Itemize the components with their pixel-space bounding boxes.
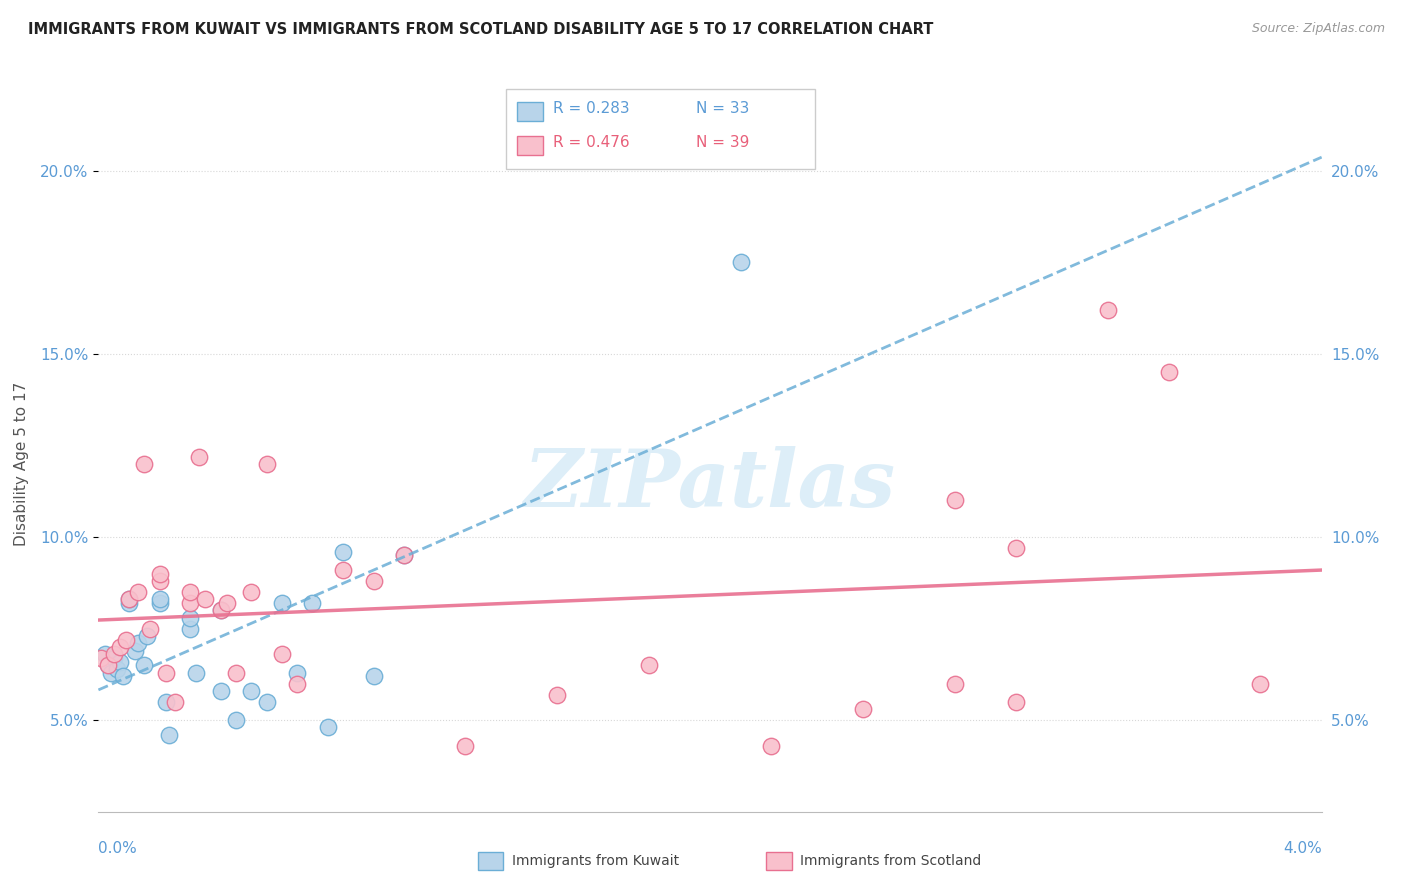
Point	[363, 574, 385, 588]
Point	[546, 688, 568, 702]
Point	[270, 647, 294, 661]
Point	[392, 549, 416, 563]
Point	[270, 596, 294, 610]
Point	[149, 574, 172, 588]
Point	[188, 450, 211, 464]
Point	[105, 662, 128, 676]
Point	[240, 585, 263, 599]
Point	[1157, 365, 1180, 379]
Point	[285, 676, 308, 690]
Point	[209, 603, 232, 617]
Point	[100, 665, 122, 680]
Point	[392, 549, 416, 563]
Text: IMMIGRANTS FROM KUWAIT VS IMMIGRANTS FROM SCOTLAND DISABILITY AGE 5 TO 17 CORREL: IMMIGRANTS FROM KUWAIT VS IMMIGRANTS FRO…	[28, 22, 934, 37]
Point	[118, 596, 141, 610]
Text: Source: ZipAtlas.com: Source: ZipAtlas.com	[1251, 22, 1385, 36]
Point	[179, 622, 201, 636]
Point	[179, 610, 201, 624]
Point	[730, 255, 752, 269]
Point	[209, 603, 232, 617]
Point	[1249, 676, 1271, 690]
Point	[149, 596, 172, 610]
Point	[943, 676, 966, 690]
Point	[103, 647, 125, 661]
Point	[256, 695, 278, 709]
Point	[1004, 541, 1026, 555]
Point	[127, 585, 149, 599]
Point	[1004, 695, 1026, 709]
Point	[301, 596, 323, 610]
Point	[637, 658, 661, 673]
Text: R = 0.476: R = 0.476	[553, 136, 628, 150]
Text: ZIPatlas: ZIPatlas	[524, 446, 896, 524]
Point	[127, 636, 149, 650]
Text: R = 0.283: R = 0.283	[553, 102, 628, 116]
Point	[1097, 303, 1119, 318]
Point	[118, 592, 141, 607]
Point	[118, 592, 141, 607]
Text: 0.0%: 0.0%	[98, 841, 138, 856]
Point	[852, 702, 875, 716]
Point	[134, 658, 156, 673]
Point	[136, 629, 159, 643]
Point	[97, 658, 120, 673]
Point	[115, 632, 138, 647]
Text: Immigrants from Kuwait: Immigrants from Kuwait	[512, 854, 679, 868]
Point	[97, 658, 120, 673]
Point	[332, 545, 354, 559]
Point	[316, 721, 339, 735]
Point	[256, 457, 278, 471]
Point	[759, 739, 782, 753]
Point	[240, 684, 263, 698]
Point	[149, 566, 172, 581]
Point	[943, 493, 966, 508]
Point	[179, 596, 201, 610]
Text: 4.0%: 4.0%	[1282, 841, 1322, 856]
Point	[454, 739, 477, 753]
Point	[285, 665, 308, 680]
Point	[124, 643, 146, 657]
Point	[108, 640, 131, 654]
Point	[111, 669, 134, 683]
Point	[149, 592, 172, 607]
Point	[103, 651, 125, 665]
Text: N = 39: N = 39	[696, 136, 749, 150]
Point	[179, 585, 201, 599]
Point	[139, 622, 162, 636]
Point	[194, 592, 217, 607]
Point	[215, 596, 238, 610]
Point	[157, 728, 180, 742]
Point	[155, 665, 177, 680]
Point	[90, 651, 112, 665]
Point	[93, 647, 115, 661]
Point	[209, 684, 232, 698]
Point	[363, 669, 385, 683]
Point	[134, 457, 156, 471]
Point	[163, 695, 186, 709]
Text: Immigrants from Scotland: Immigrants from Scotland	[800, 854, 981, 868]
Point	[225, 665, 247, 680]
Point	[186, 665, 208, 680]
Point	[225, 713, 247, 727]
Point	[332, 563, 354, 577]
Text: N = 33: N = 33	[696, 102, 749, 116]
Y-axis label: Disability Age 5 to 17: Disability Age 5 to 17	[14, 382, 30, 546]
Point	[108, 655, 131, 669]
Point	[155, 695, 177, 709]
